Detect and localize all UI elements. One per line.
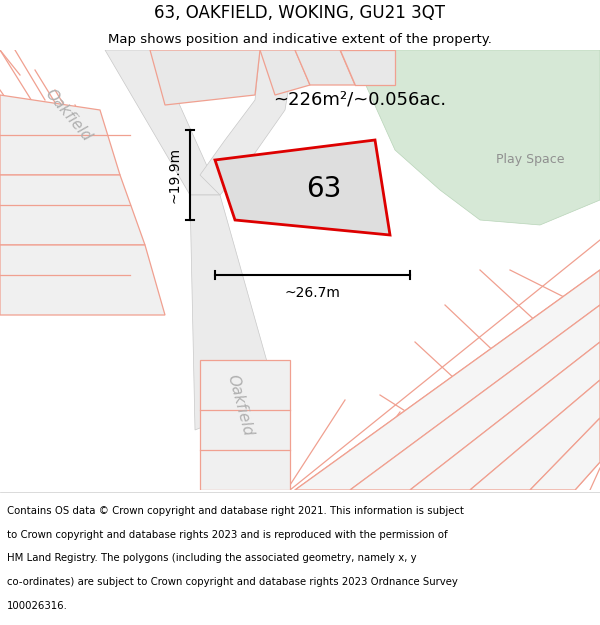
Text: 63, OAKFIELD, WOKING, GU21 3QT: 63, OAKFIELD, WOKING, GU21 3QT: [155, 4, 445, 21]
Polygon shape: [0, 245, 165, 315]
Text: 100026316.: 100026316.: [7, 601, 68, 611]
Polygon shape: [340, 50, 395, 85]
Text: co-ordinates) are subject to Crown copyright and database rights 2023 Ordnance S: co-ordinates) are subject to Crown copyr…: [7, 577, 458, 587]
Polygon shape: [105, 50, 220, 195]
Polygon shape: [410, 342, 600, 490]
Polygon shape: [295, 270, 600, 490]
Polygon shape: [200, 360, 290, 490]
Polygon shape: [530, 418, 600, 490]
Text: Play Space: Play Space: [496, 154, 564, 166]
Polygon shape: [0, 175, 145, 245]
Polygon shape: [200, 50, 295, 195]
Polygon shape: [470, 380, 600, 490]
Polygon shape: [0, 95, 120, 175]
Polygon shape: [215, 140, 390, 235]
Text: Contains OS data © Crown copyright and database right 2021. This information is : Contains OS data © Crown copyright and d…: [7, 506, 464, 516]
Text: ~19.9m: ~19.9m: [168, 147, 182, 203]
Polygon shape: [260, 50, 310, 95]
Text: 63: 63: [306, 175, 341, 203]
Text: Oakfield: Oakfield: [42, 86, 94, 144]
Polygon shape: [350, 305, 600, 490]
Text: Map shows position and indicative extent of the property.: Map shows position and indicative extent…: [108, 32, 492, 46]
Text: HM Land Registry. The polygons (including the associated geometry, namely x, y: HM Land Registry. The polygons (includin…: [7, 554, 417, 564]
Polygon shape: [190, 195, 275, 430]
Polygon shape: [150, 50, 260, 105]
Polygon shape: [350, 50, 600, 225]
Polygon shape: [295, 50, 355, 85]
Text: Oakfield: Oakfield: [224, 372, 256, 438]
Text: ~26.7m: ~26.7m: [284, 286, 340, 300]
Text: to Crown copyright and database rights 2023 and is reproduced with the permissio: to Crown copyright and database rights 2…: [7, 530, 448, 540]
Text: ~226m²/~0.056ac.: ~226m²/~0.056ac.: [274, 91, 446, 109]
